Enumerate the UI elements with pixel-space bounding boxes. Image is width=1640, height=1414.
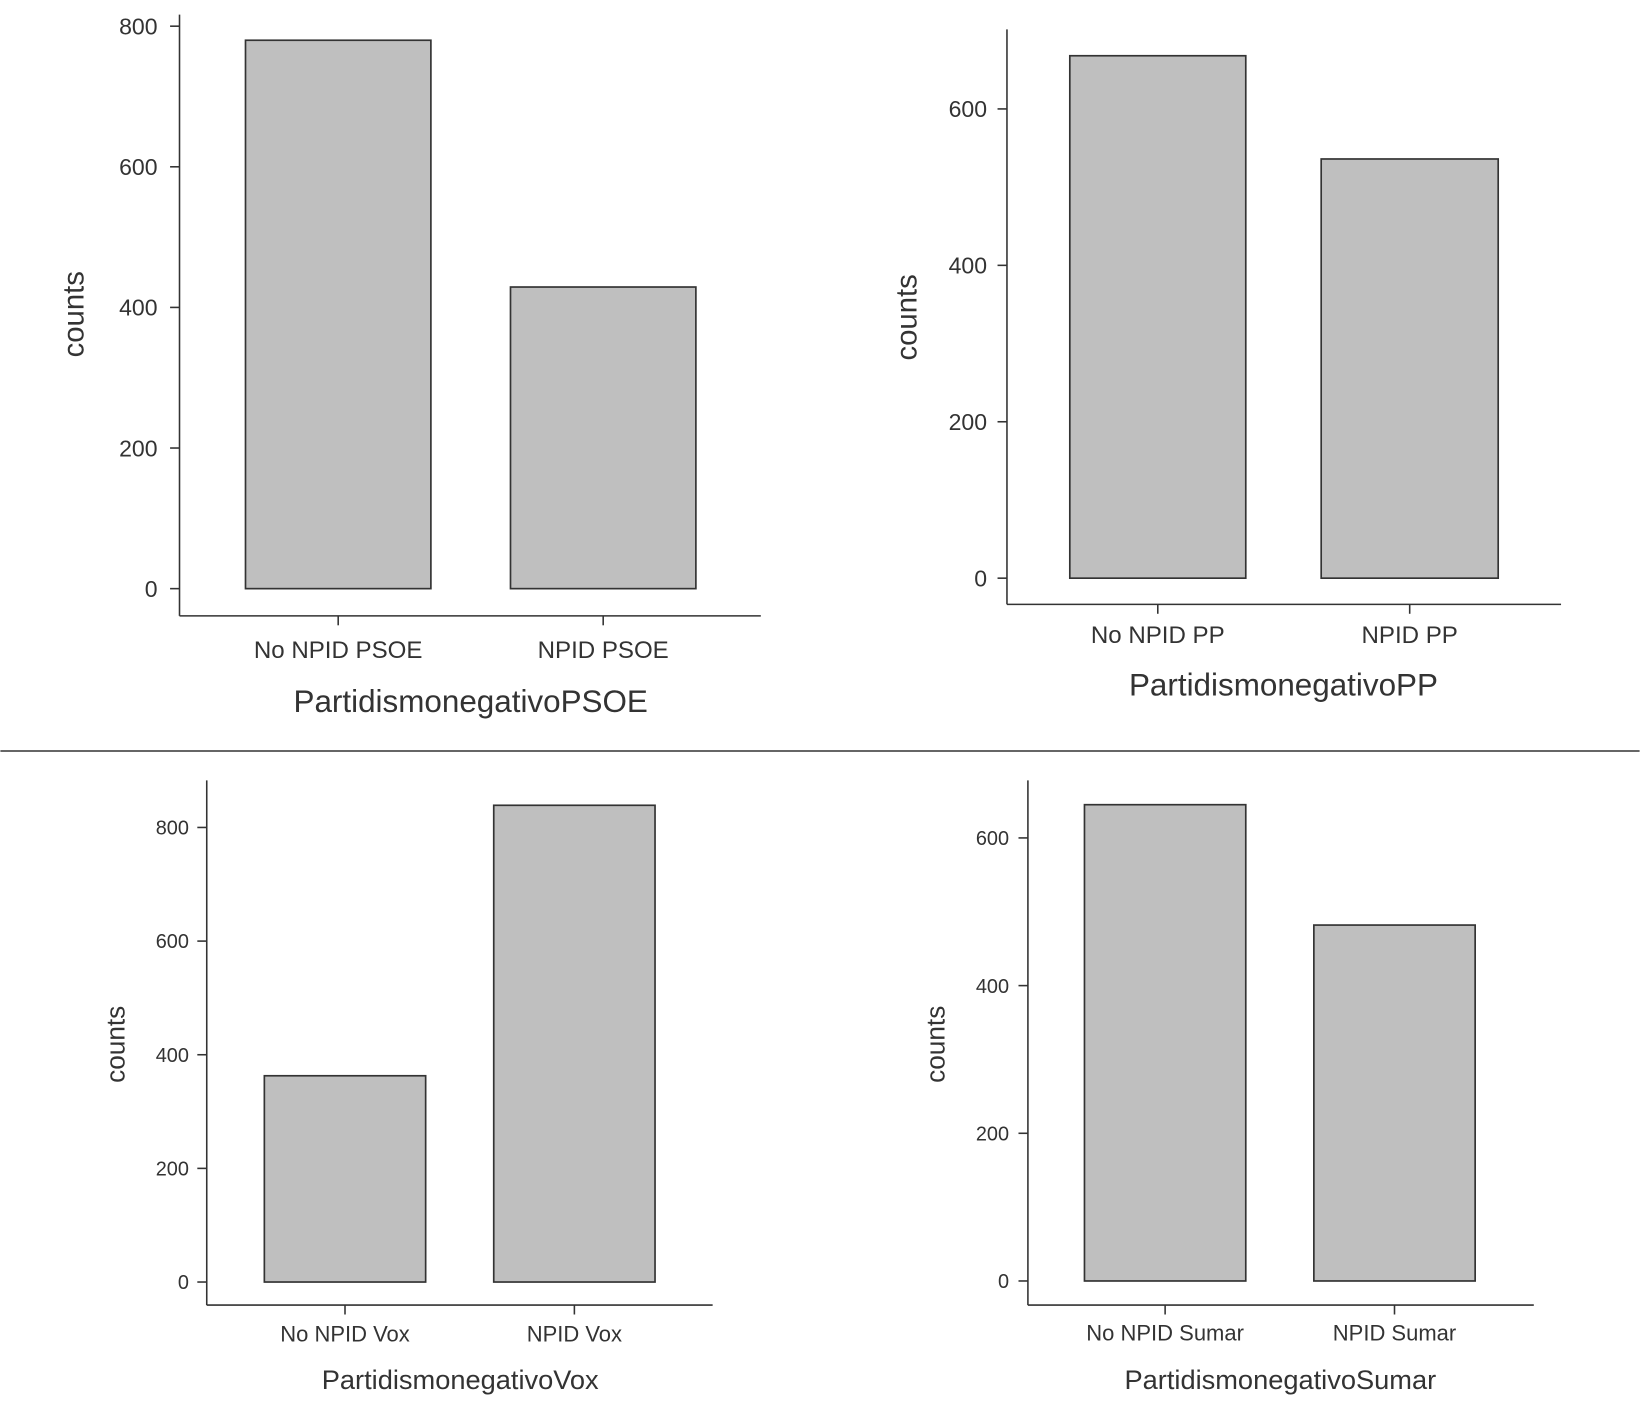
x-tick-label: No NPID Vox [280,1322,410,1347]
y-axis-title: counts [921,1006,951,1083]
bar-npid-vox [492,804,656,1283]
y-tick-label: 0 [145,576,158,602]
x-tick-label: No NPID PSOE [254,637,423,664]
bar-no-npid-psoe [244,39,432,590]
bar-chart-panel-3: 0 200 400 600 800 No NPID Vox NPID Vox Partidis… [101,780,713,1395]
y-tick-label: 600 [119,154,157,180]
y-tick-label: 200 [949,409,987,435]
y-axis-title: counts [58,271,91,357]
y-tick-label: 600 [949,96,987,122]
bar-chart-panel-4: 0 200 400 600 No NPID Sumar NPID Sumar Partidi… [921,780,1534,1395]
bar-chart-panel-2: 0 200 400 600 No NPID PP NPID PP Partidismoneg… [890,29,1562,702]
bar-no-npid-pp [1068,54,1247,580]
y-tick-label: 600 [976,828,1009,850]
bar-npid-pp [1320,158,1500,580]
y-tick-label: 400 [976,976,1009,998]
y-tick-label: 400 [156,1045,189,1067]
x-axis-title: PartidismonegativoVox [322,1364,599,1395]
y-axis-title: counts [101,1006,131,1083]
y-tick-label: 400 [119,295,157,321]
y-tick-label: 200 [976,1123,1009,1145]
x-axis-title: PartidismonegativoPSOE [294,684,648,719]
x-tick-label: NPID Sumar [1333,1321,1456,1346]
x-tick-label: No NPID Sumar [1086,1321,1244,1346]
y-tick-label: 400 [949,253,987,279]
x-axis-title: PartidismonegativoSumar [1125,1364,1437,1395]
x-axis-title: PartidismonegativoPP [1129,667,1438,702]
x-tick-label: NPID Vox [527,1322,622,1347]
x-tick-label: NPID PSOE [538,637,669,664]
y-tick-label: 800 [119,13,157,39]
y-axis-title: counts [890,274,923,360]
y-tick-label: 800 [156,818,189,840]
y-tick-label: 0 [998,1271,1009,1293]
x-tick-label: No NPID PP [1091,622,1225,649]
bar-no-npid-sumar [1083,803,1247,1282]
bar-npid-psoe [509,286,697,590]
y-tick-label: 200 [156,1159,189,1181]
bar-no-npid-vox [263,1074,427,1283]
y-tick-label: 200 [119,435,157,461]
x-tick-label: NPID PP [1362,622,1458,649]
y-tick-label: 0 [178,1272,189,1294]
bar-chart-panel-1: 0 200 400 600 800 No NPID PSOE NPID PSOE Partid… [58,13,761,719]
bar-npid-sumar [1313,924,1476,1282]
y-tick-label: 0 [974,565,987,591]
y-tick-label: 600 [156,931,189,953]
